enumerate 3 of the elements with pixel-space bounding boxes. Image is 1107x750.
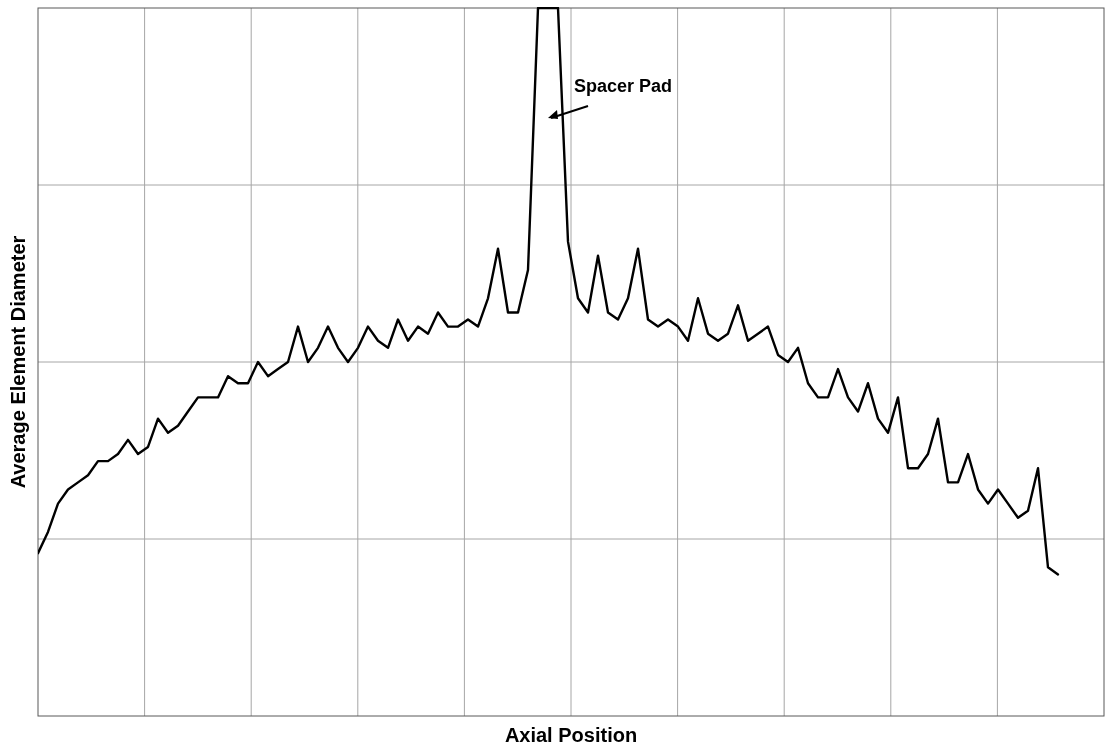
y-axis-title: Average Element Diameter xyxy=(7,235,29,489)
x-axis-title: Axial Position xyxy=(504,724,638,746)
annotation: Spacer Pad xyxy=(574,76,673,96)
